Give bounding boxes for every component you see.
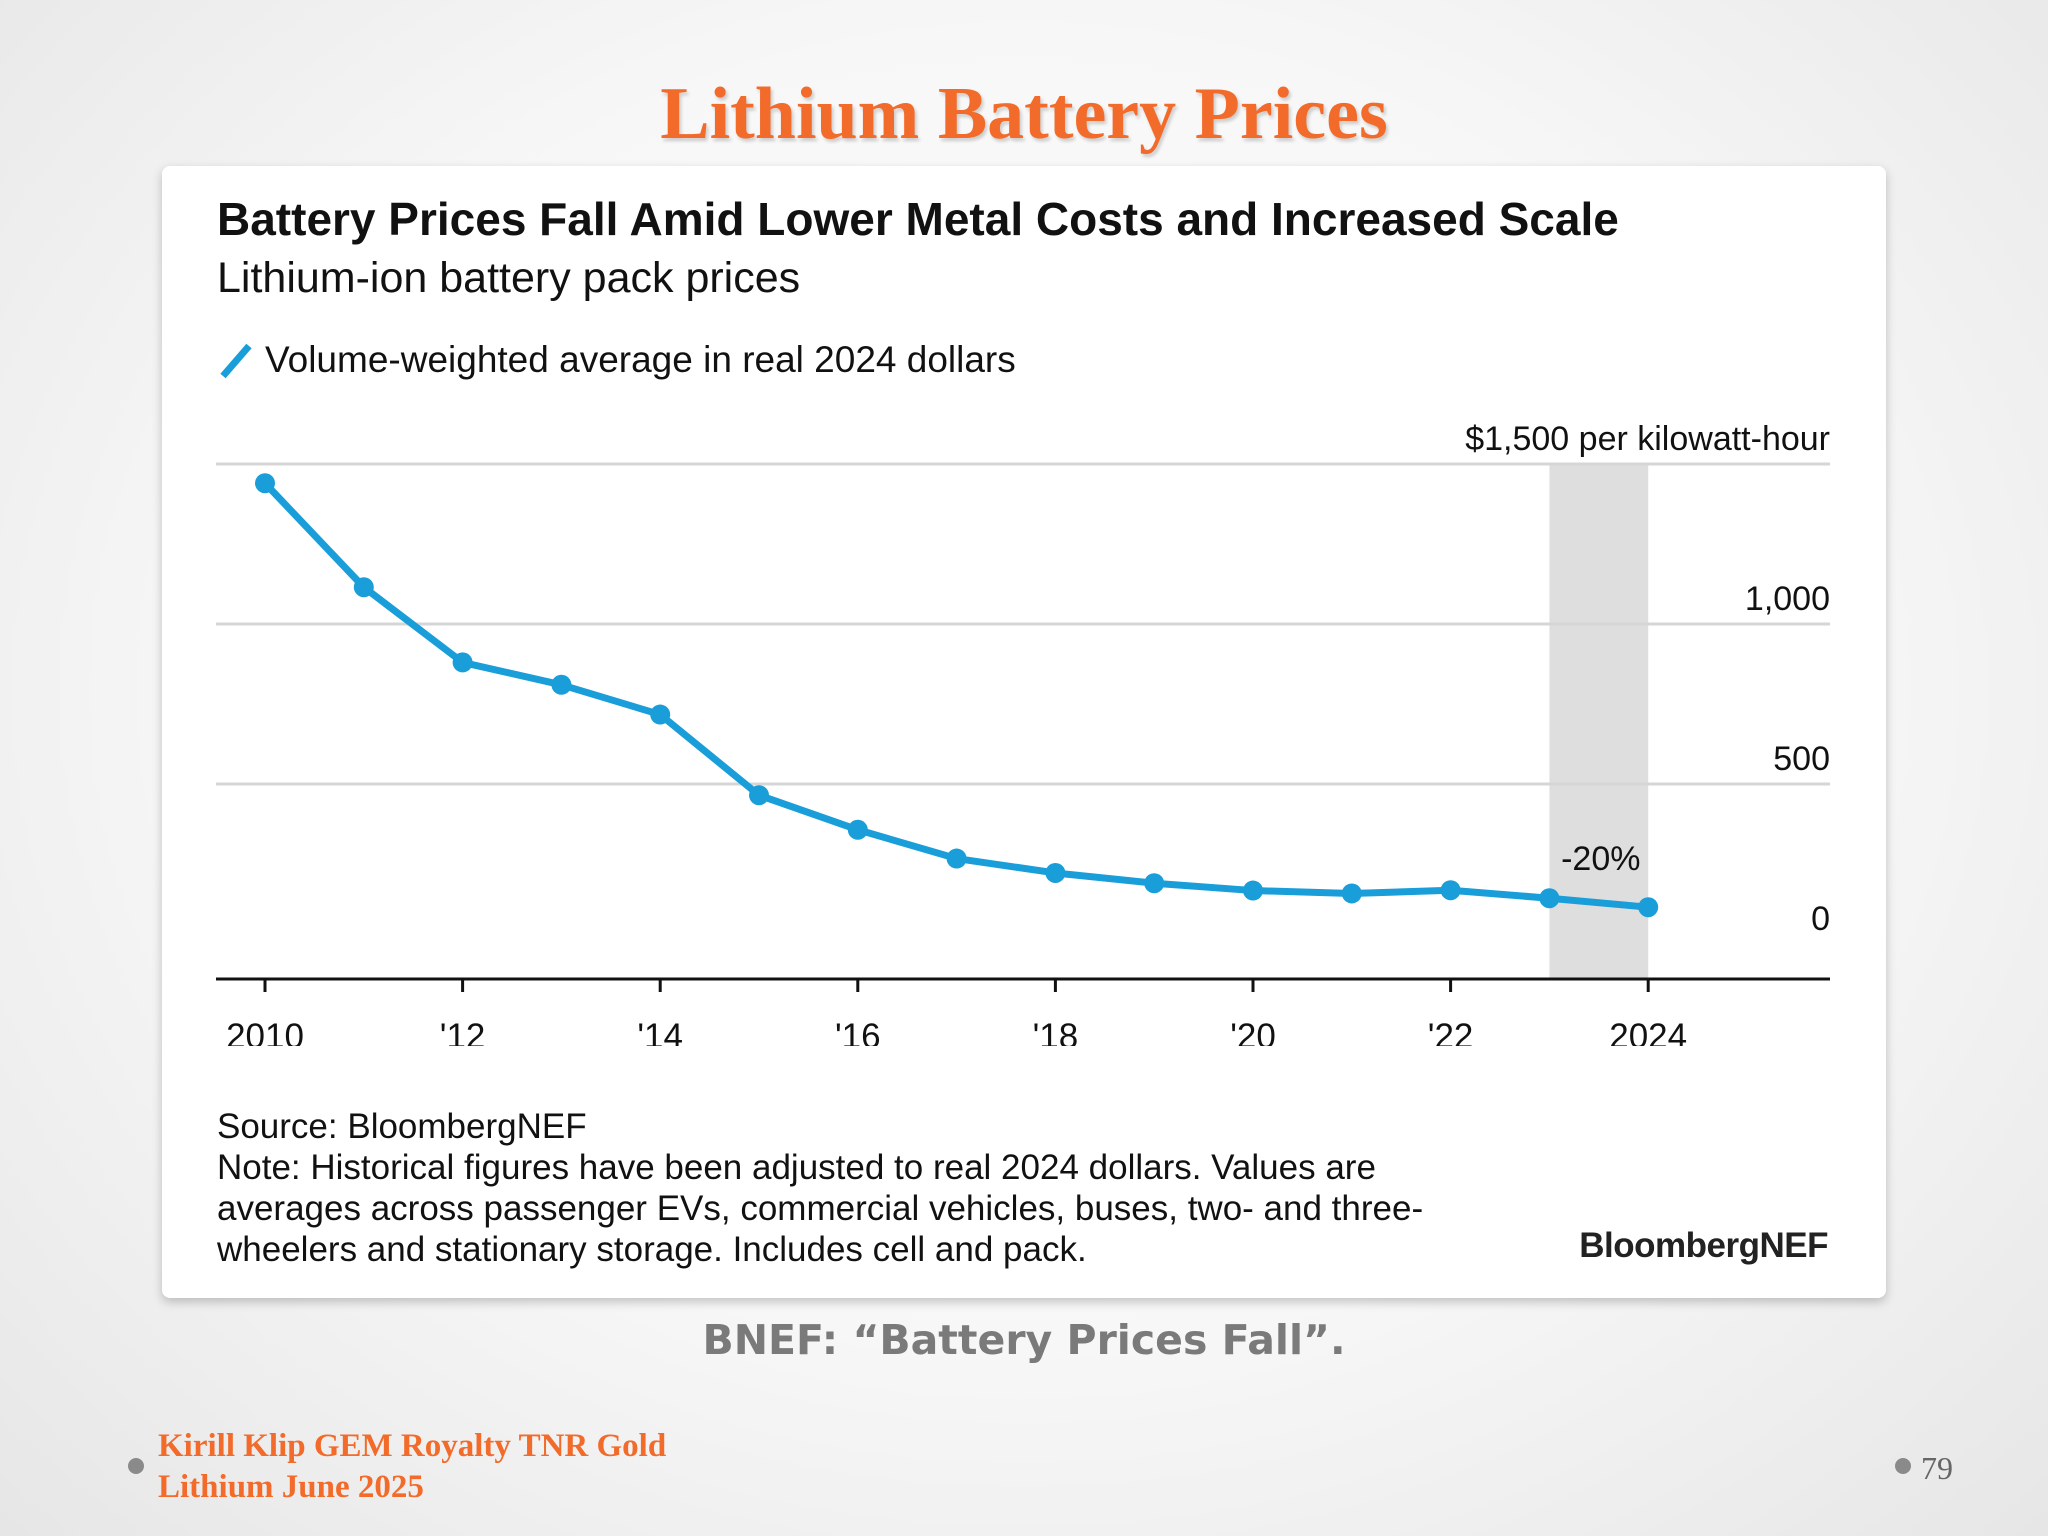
chart-subtitle: Lithium-ion battery pack prices — [217, 254, 801, 302]
note-line-1: Note: Historical figures have been adjus… — [217, 1148, 1376, 1187]
data-point-2017 — [946, 848, 967, 869]
x-tick-label-2016: '16 — [835, 1017, 881, 1046]
data-point-2021 — [1341, 883, 1362, 904]
source-text: Source: BloombergNEF — [217, 1107, 587, 1146]
footer-line-2: Lithium June 2025 — [158, 1469, 424, 1505]
slide-title: Lithium Battery Prices — [660, 73, 1388, 155]
footer-bullet-right — [1895, 1458, 1911, 1474]
page-number: 79 — [1921, 1450, 1953, 1486]
data-point-2013 — [551, 674, 572, 695]
data-point-2010 — [255, 473, 275, 494]
legend-line-icon — [220, 343, 252, 379]
note-line-3: wheelers and stationary storage. Include… — [217, 1230, 1087, 1269]
footer-line-1: Kirill Klip GEM Royalty TNR Gold — [158, 1428, 667, 1464]
data-point-2019 — [1144, 873, 1165, 894]
x-tick-label-2020: '20 — [1230, 1017, 1276, 1046]
x-tick-label-2024: 2024 — [1609, 1017, 1687, 1046]
note-line-2: averages across passenger EVs, commercia… — [217, 1189, 1424, 1228]
legend-label: Volume-weighted average in real 2024 dol… — [265, 339, 1016, 380]
data-point-2014 — [650, 704, 671, 725]
source-notes: Source: BloombergNEF Note: Historical fi… — [217, 1106, 1617, 1270]
series-line — [261, 479, 1652, 911]
line-chart: 0 500 1,000 $1,500 per kilowatt-hour 2010 '12… — [216, 420, 1830, 1046]
data-point-2022 — [1440, 880, 1461, 901]
x-tick-label-2014: '14 — [637, 1017, 683, 1046]
x-tick-label-2018: '18 — [1033, 1017, 1079, 1046]
x-tick-label-2012: '12 — [440, 1017, 486, 1046]
bloombergnef-logo: BloombergNEF — [1579, 1226, 1828, 1265]
annotation-label: -20% — [1561, 840, 1640, 878]
data-point-2012 — [452, 652, 473, 673]
y-tick-label-1500: $1,500 per kilowatt-hour — [1465, 420, 1830, 458]
highlight-band — [1549, 464, 1649, 979]
slide-caption: BNEF: “Battery Prices Fall”. — [702, 1316, 1346, 1364]
data-point-2015 — [749, 785, 769, 806]
data-point-2011 — [353, 577, 374, 598]
legend: Volume-weighted average in real 2024 dol… — [217, 338, 1016, 382]
chart-card: Battery Prices Fall Amid Lower Metal Cos… — [162, 166, 1886, 1298]
footer-bullet-left — [128, 1458, 144, 1474]
y-tick-label-1000: 1,000 — [1745, 580, 1830, 618]
y-tick-label-0: 0 — [1811, 900, 1830, 938]
data-point-2024 — [1638, 897, 1659, 918]
data-point-2016 — [847, 819, 868, 840]
chart-title: Battery Prices Fall Amid Lower Metal Cos… — [217, 193, 1619, 245]
x-tick-label-2010: 2010 — [226, 1017, 304, 1046]
footer-author: Kirill Klip GEM Royalty TNR Gold Lithium… — [158, 1426, 666, 1508]
data-point-2023 — [1539, 888, 1560, 909]
data-point-2018 — [1045, 862, 1066, 883]
y-tick-label-500: 500 — [1773, 740, 1830, 778]
data-point-2020 — [1243, 880, 1263, 901]
x-tick-label-2022: '22 — [1428, 1017, 1474, 1046]
